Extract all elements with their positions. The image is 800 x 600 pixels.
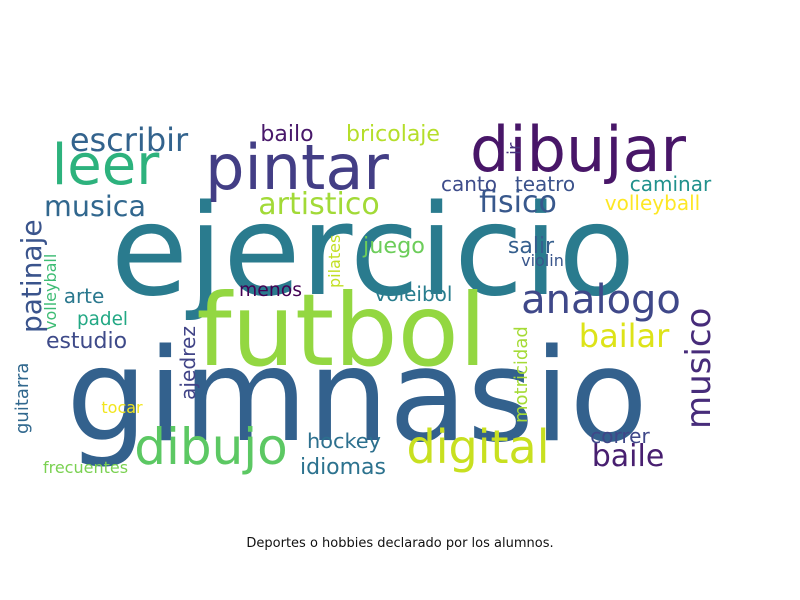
word-ajedrez: ajedrez xyxy=(175,326,200,400)
word-musico: musico xyxy=(679,307,719,429)
word-pilates: pilates xyxy=(325,234,344,288)
word-baile: baile xyxy=(591,439,665,474)
word-musica: musica xyxy=(44,188,146,223)
word-caminar: caminar xyxy=(629,172,712,196)
word-menos: menos xyxy=(239,279,302,301)
figure-caption: Deportes o hobbies declarado por los alu… xyxy=(246,536,554,551)
word-leer: leer xyxy=(51,133,160,198)
word-correr: correr xyxy=(590,424,650,448)
word-bailar: bailar xyxy=(578,317,670,355)
word-bricolaje: bricolaje xyxy=(346,122,440,147)
word-bailo: bailo xyxy=(260,122,314,147)
word-volleyball-vertical: volleyball xyxy=(41,253,60,331)
word-idiomas: idiomas xyxy=(300,455,386,480)
word-guitarra: guitarra xyxy=(12,362,33,434)
word-salir: salir xyxy=(507,234,555,259)
word-dibujo: dibujo xyxy=(134,418,288,476)
word-futbol: futbol xyxy=(196,272,487,389)
word-ejercicio: ejercicio xyxy=(110,177,636,324)
word-pintar: pintar xyxy=(205,131,389,204)
word-juego: juego xyxy=(363,232,425,259)
word-artistico: artistico xyxy=(258,187,380,222)
word-canto: canto xyxy=(440,172,497,196)
word-motricidad: motricidad xyxy=(511,326,532,424)
word-digital: digital xyxy=(406,420,550,474)
word-escribir: escribir xyxy=(69,121,189,159)
word-analogo: analogo xyxy=(521,277,681,323)
word-dibujar: dibujar xyxy=(470,113,686,186)
word-padel: padel xyxy=(77,308,128,330)
word-tocar: tocar xyxy=(101,398,143,417)
word-arte: arte xyxy=(63,284,105,308)
word-ir: ir xyxy=(504,142,525,156)
word-voleibol: voleibol xyxy=(374,282,453,306)
word-fisico: fisico xyxy=(479,185,557,220)
word-gimnasio: gimnasio xyxy=(66,322,648,471)
word-teatro: teatro xyxy=(514,172,576,196)
word-estudio: estudio xyxy=(45,329,128,354)
word-frecuentes: frecuentes xyxy=(42,458,129,477)
word-volleyball: volleyball xyxy=(604,191,701,215)
word-violin: violin xyxy=(521,251,564,270)
word-hockey: hockey xyxy=(307,428,381,453)
